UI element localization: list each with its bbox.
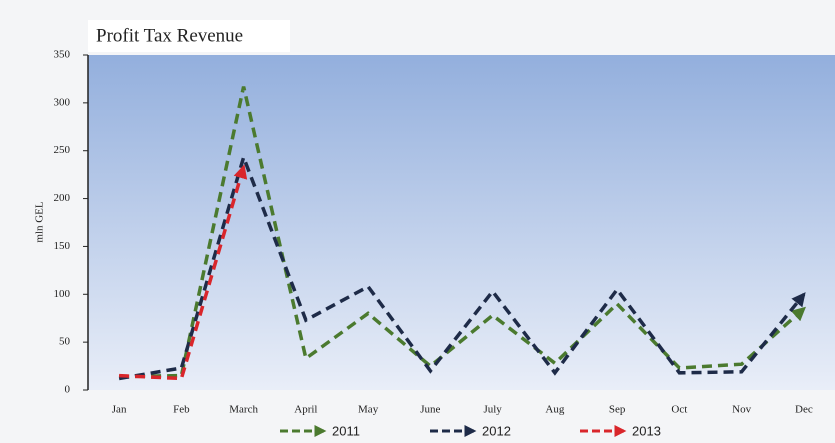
x-tick-label: July — [483, 404, 502, 416]
series-line — [119, 86, 806, 379]
y-tick-label: 50 — [59, 336, 71, 348]
legend-label: 2012 — [482, 423, 511, 438]
y-tick-label: 350 — [54, 49, 71, 61]
y-tick-label: 250 — [54, 144, 71, 156]
y-tick-label: 300 — [54, 96, 71, 108]
series-line — [118, 151, 806, 381]
legend-label: 2013 — [632, 423, 661, 438]
y-tick-label: 200 — [54, 192, 71, 204]
x-tick-label: Dec — [795, 404, 813, 416]
x-tick-label: March — [229, 404, 258, 416]
x-tick-label: June — [420, 404, 440, 416]
x-tick-label: Jan — [112, 404, 127, 416]
x-tick-label: Aug — [545, 404, 564, 416]
title-box — [88, 20, 290, 52]
legend: 2011 2012 2013 — [280, 423, 661, 438]
x-tick-label: Feb — [173, 404, 190, 416]
legend-label: 2011 — [332, 423, 360, 438]
x-tick-label: April — [294, 404, 317, 416]
series-line — [119, 164, 248, 381]
x-tick-label: May — [358, 404, 379, 416]
y-tick-label: 150 — [54, 240, 71, 252]
x-tick-label: Oct — [671, 404, 687, 416]
y-axis-label: mln GEL — [34, 201, 46, 243]
x-tick-label: Nov — [732, 404, 751, 416]
plot-area — [88, 55, 835, 390]
x-tick-label: Sep — [609, 404, 626, 416]
y-tick-label: 0 — [65, 384, 71, 396]
y-tick-label: 100 — [54, 288, 71, 300]
chart-title: Profit Tax Revenue — [96, 25, 243, 46]
